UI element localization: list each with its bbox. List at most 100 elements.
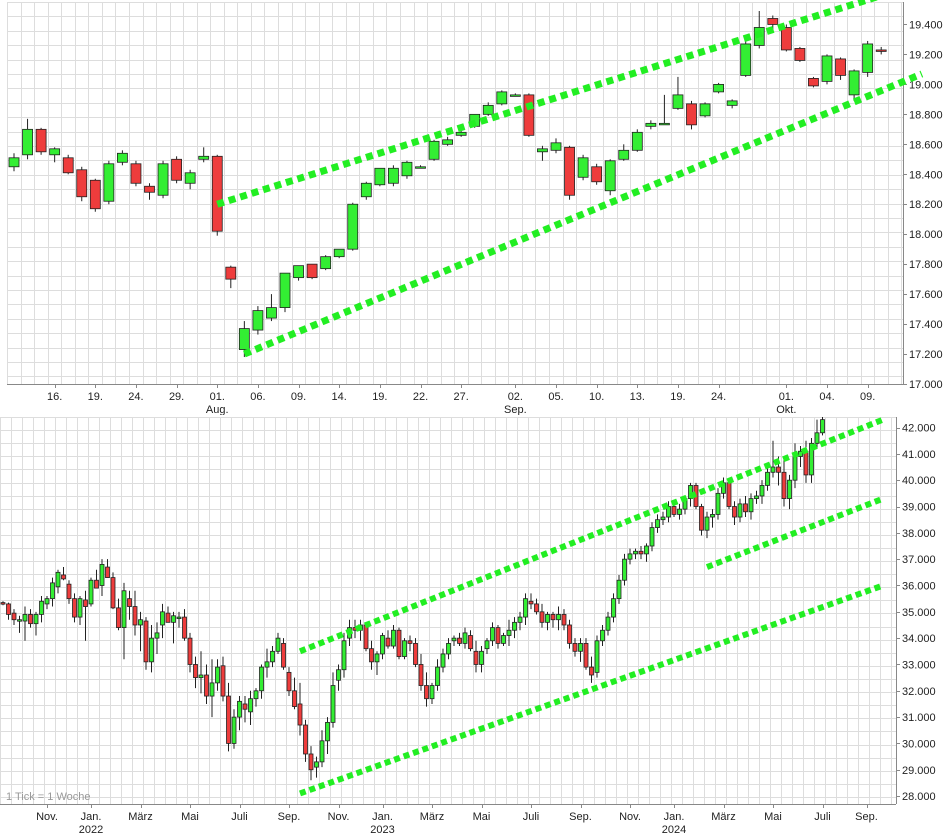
candle-body <box>677 508 682 515</box>
candle-body <box>715 492 721 515</box>
candle-body <box>231 716 237 744</box>
candle <box>286 667 292 697</box>
candle-body <box>591 166 603 183</box>
candle <box>198 147 210 163</box>
x-tick-label: 09. <box>291 391 306 403</box>
candle-body <box>770 466 776 473</box>
candle <box>704 511 710 539</box>
candle <box>726 99 738 109</box>
candle <box>781 459 787 507</box>
y-tick-label: 18.400 <box>909 169 943 181</box>
candle <box>66 580 72 604</box>
candle-body <box>550 614 556 621</box>
candle <box>279 272 291 313</box>
candle <box>473 640 479 673</box>
candle <box>715 488 721 520</box>
y-tick-label: 31.000 <box>902 712 936 724</box>
candle-body <box>517 616 523 623</box>
candle-body <box>506 629 512 636</box>
candle <box>165 606 171 623</box>
y-tick-label: 32.000 <box>902 686 936 698</box>
weekly-candlestick-chart: 28.000 29.000 30.000 31.000 32.000 33.000 34.0… <box>0 416 936 836</box>
candle <box>319 730 325 768</box>
candle-body <box>184 172 196 184</box>
candle-body <box>292 690 297 707</box>
x-tick-label: 29. <box>169 391 184 403</box>
candle-body <box>182 616 187 639</box>
y-tick-label: 17.800 <box>909 259 943 271</box>
candle-body <box>671 506 677 515</box>
candle <box>428 139 440 161</box>
candle <box>798 445 803 468</box>
candle-body <box>88 579 94 605</box>
candle-body <box>781 471 787 500</box>
candle <box>479 646 484 673</box>
candle-body <box>537 148 548 153</box>
candle <box>116 598 121 631</box>
candle-body <box>787 479 792 500</box>
candle-body <box>286 671 292 692</box>
candle <box>171 611 176 644</box>
candle <box>50 577 55 607</box>
candle-body <box>429 685 435 700</box>
candle <box>539 603 545 628</box>
candle-body <box>66 583 72 600</box>
candle-body <box>803 450 809 476</box>
candle <box>369 640 374 670</box>
candle-body <box>105 566 110 578</box>
candle <box>765 464 770 491</box>
candle-body <box>363 624 369 650</box>
candle <box>455 130 467 137</box>
candle-body <box>55 571 61 588</box>
candle-body <box>275 637 281 652</box>
candle-body <box>655 519 660 528</box>
candle-body <box>699 506 704 531</box>
candle <box>157 160 169 199</box>
tick-note: 1 Tick = 1 Woche <box>6 791 91 803</box>
candle-body <box>225 266 237 280</box>
candle <box>110 572 116 610</box>
candle <box>237 696 242 731</box>
candle <box>743 495 748 518</box>
candle-body <box>875 49 887 52</box>
x-tick-sublabel: 2022 <box>79 824 103 836</box>
candle <box>281 638 286 670</box>
candle-body <box>776 466 781 473</box>
candle-body <box>341 640 347 671</box>
candle <box>589 656 594 683</box>
y-tick-label: 28.000 <box>902 791 936 803</box>
candle-body <box>116 607 121 629</box>
candle-body <box>594 640 600 673</box>
candle <box>33 611 39 636</box>
candle <box>198 651 204 694</box>
candle <box>226 682 231 752</box>
candle-body <box>220 665 226 697</box>
x-tick-sublabel: Aug. <box>206 404 229 415</box>
candle <box>534 598 539 615</box>
candle <box>143 617 149 670</box>
x-tick-sublabel: Okt. <box>776 404 796 415</box>
candle <box>325 717 330 754</box>
candle <box>578 638 583 662</box>
candle <box>848 69 860 101</box>
candle <box>8 153 20 172</box>
candle-body <box>171 615 176 623</box>
candle-body <box>479 650 484 665</box>
candle <box>275 632 281 654</box>
candle <box>442 136 454 146</box>
candle <box>49 147 61 163</box>
candle <box>794 46 806 62</box>
candle-body <box>759 485 765 497</box>
x-tick-label: 19. <box>88 391 103 403</box>
candle-body <box>699 103 711 117</box>
candle-body <box>468 635 473 650</box>
candle <box>259 664 264 699</box>
candle <box>292 677 297 710</box>
candle <box>347 202 359 251</box>
candle <box>604 159 616 196</box>
candle <box>374 651 380 675</box>
candle-body <box>401 161 413 177</box>
candle-body <box>279 272 291 309</box>
candle <box>875 46 887 55</box>
candle <box>6 602 11 620</box>
